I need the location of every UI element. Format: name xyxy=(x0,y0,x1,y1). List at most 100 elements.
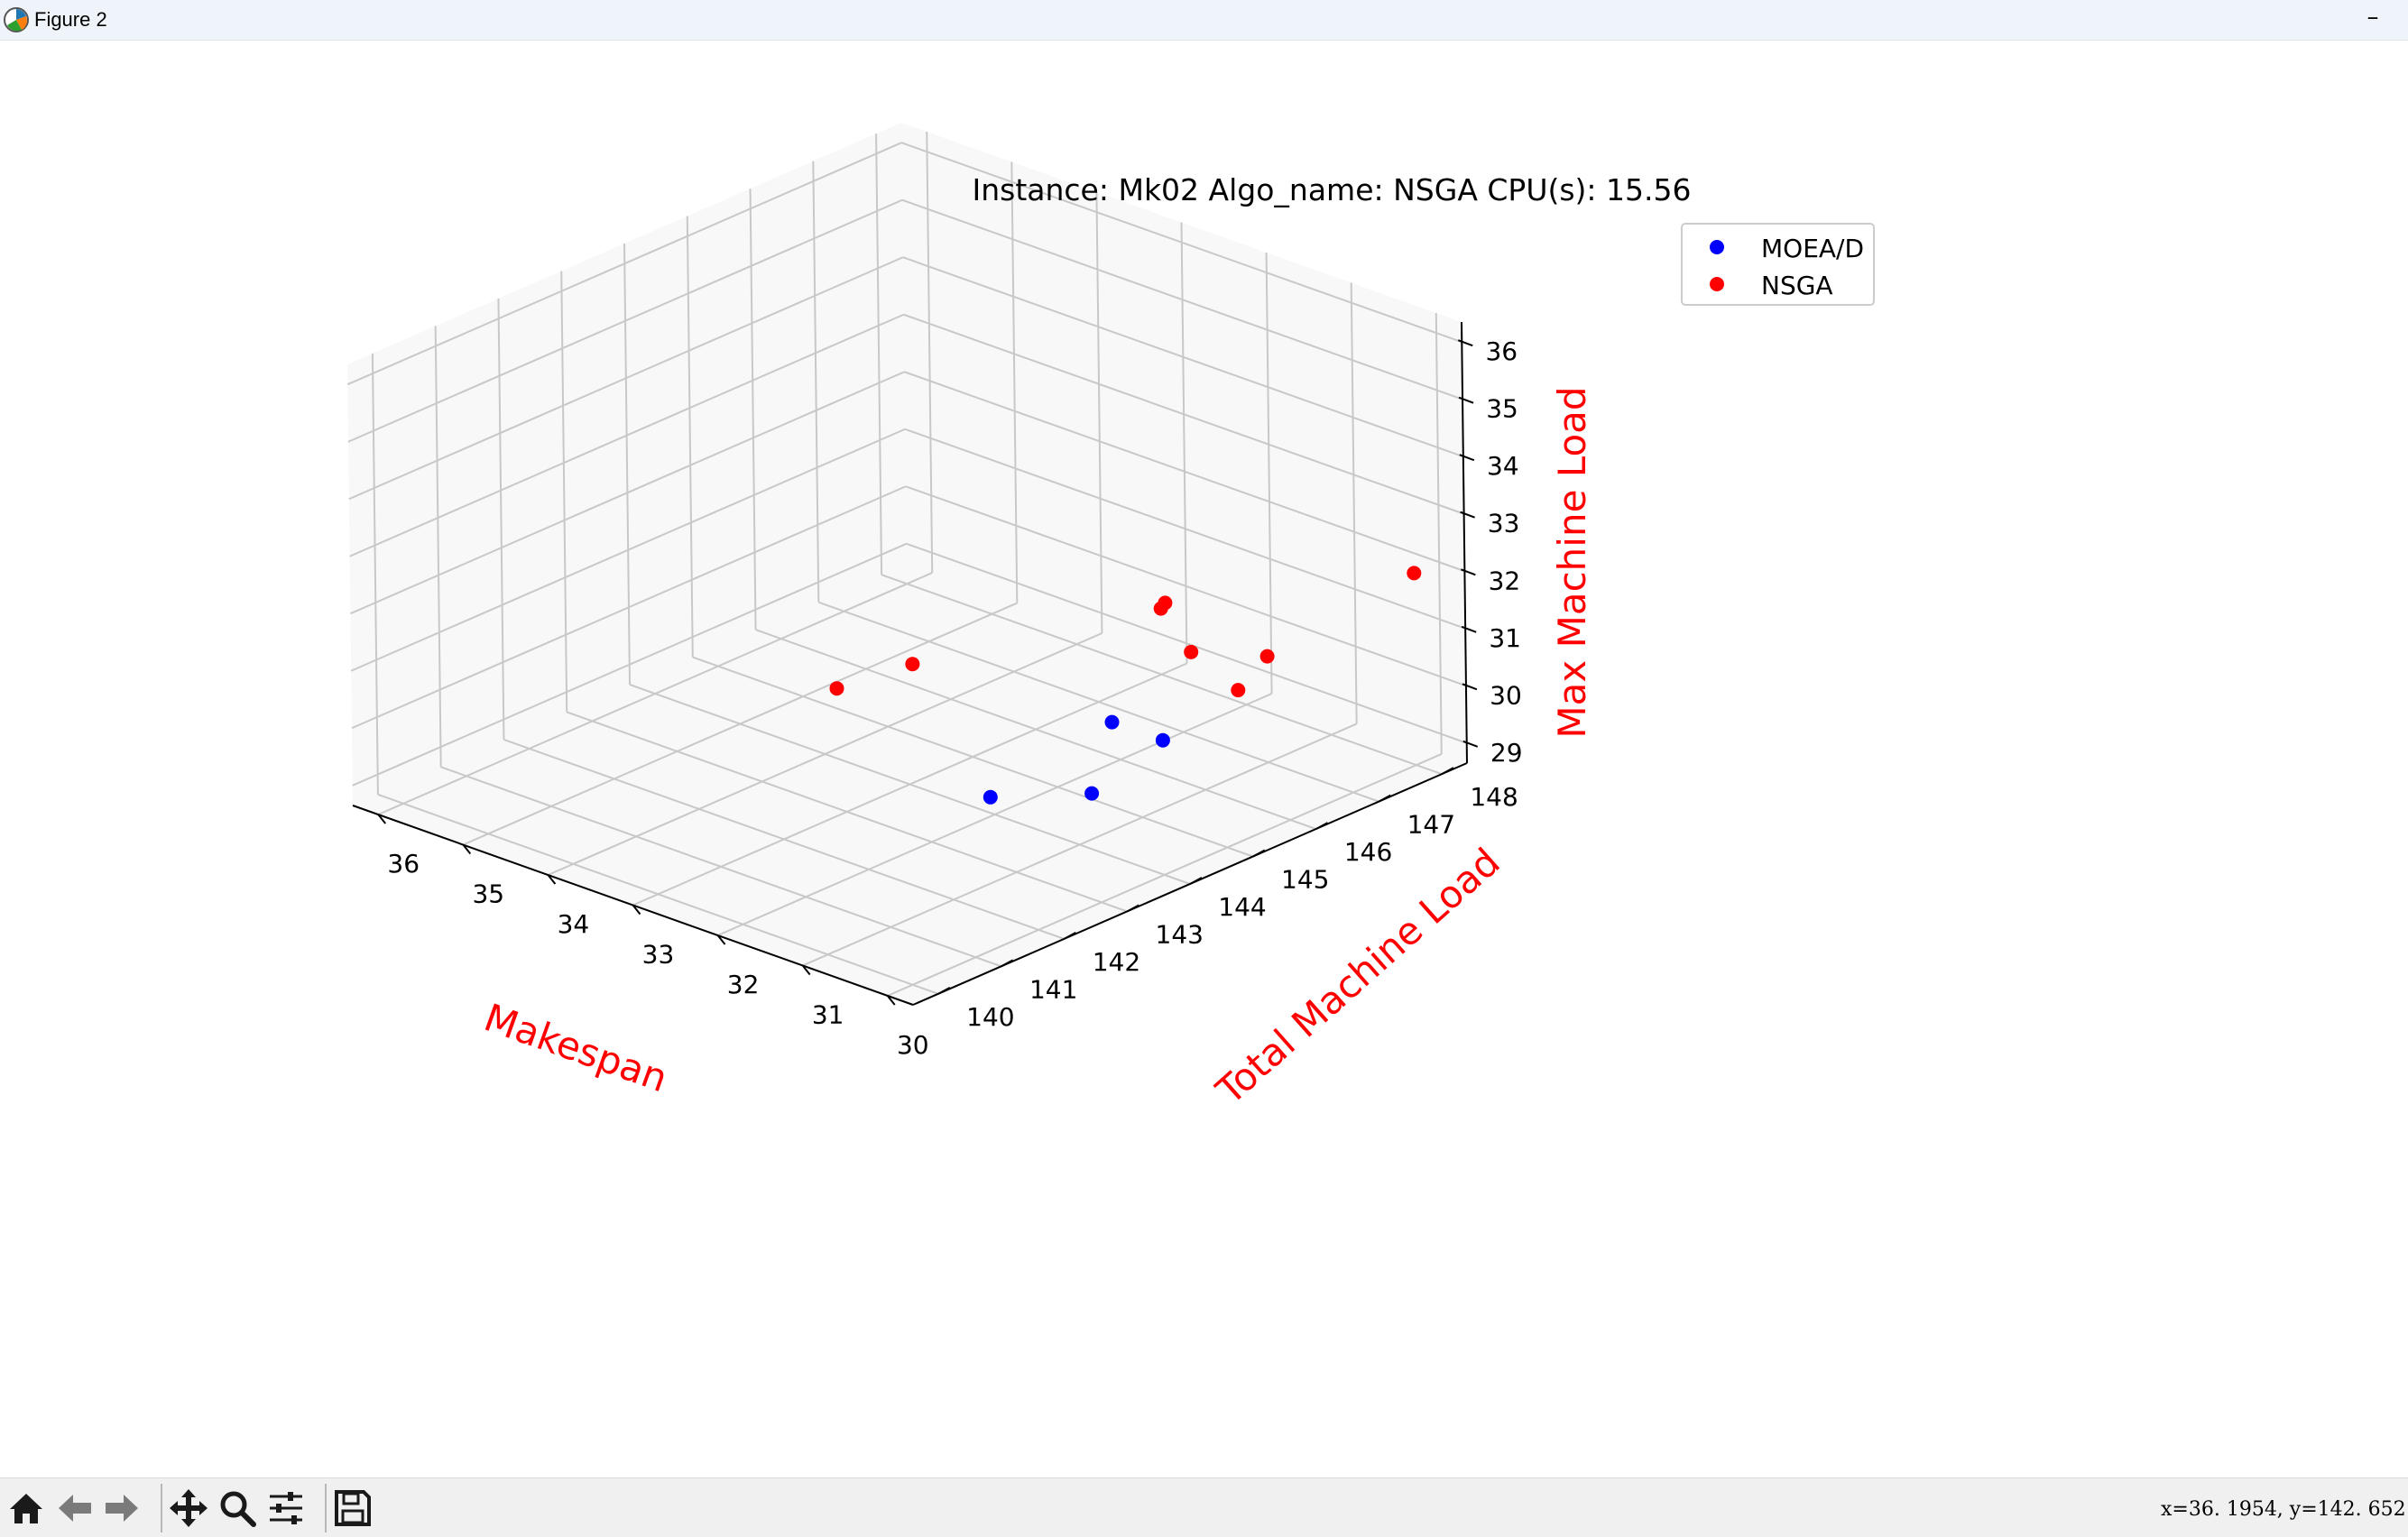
scatter-3d-chart: 30 31 32 33 34 35 36 140 141 142 143 144 145 146 147 14… xyxy=(346,123,1875,1113)
figure-canvas[interactable]: 30 31 32 33 34 35 36 140 141 142 143 144 145 146 147 14… xyxy=(0,41,2408,1477)
floppy-disk-icon xyxy=(335,1490,371,1526)
y-tick-mark xyxy=(1063,932,1076,940)
grid-line-x-wall xyxy=(1265,252,1273,694)
y-tick-label: 144 xyxy=(1218,892,1266,922)
grid-lines xyxy=(346,132,1468,997)
zoom-button[interactable] xyxy=(215,1486,260,1531)
grid-line-y-floor xyxy=(377,793,939,995)
y-tick-mark xyxy=(1441,767,1454,776)
z-tick-mark xyxy=(1459,454,1475,462)
toolbar-separator xyxy=(325,1484,327,1532)
x-tick-mark xyxy=(886,995,896,1006)
data-point-nsga xyxy=(1184,644,1199,659)
legend-marker-moead xyxy=(1710,240,1724,254)
data-point-nsga xyxy=(1153,601,1168,616)
magnifier-icon xyxy=(220,1491,256,1527)
z-tick-label: 31 xyxy=(1489,623,1521,653)
x-tick-label: 32 xyxy=(727,970,760,999)
grid-line-z-wall-x xyxy=(347,198,903,443)
sliders-icon xyxy=(270,1492,302,1524)
home-button[interactable] xyxy=(4,1486,49,1531)
x-tick-label: 35 xyxy=(472,879,504,909)
data-point-moead xyxy=(983,789,998,805)
z-tick-mark xyxy=(1462,740,1479,748)
app-logo-icon xyxy=(4,7,29,32)
forward-arrow-icon xyxy=(106,1495,138,1522)
data-points xyxy=(829,566,1422,805)
grid-line-y-floor xyxy=(566,711,1128,913)
grid-line-y-wall xyxy=(371,353,379,795)
grid-line-y-wall xyxy=(812,161,820,603)
y-tick-mark xyxy=(1252,849,1266,858)
data-point-nsga xyxy=(1231,683,1246,698)
y-tick-mark xyxy=(1126,904,1139,913)
grid-line-z-wall-x xyxy=(348,256,904,501)
grid-line-y-wall xyxy=(434,326,442,768)
data-point-nsga xyxy=(1259,649,1275,664)
grid-line-z-wall-y xyxy=(903,313,1464,515)
grid-line-y-wall xyxy=(623,243,631,686)
grid-line-z-wall-y xyxy=(900,142,1462,344)
cursor-coordinates: x=36. 1954, y=142. 652 xyxy=(2161,1498,2406,1521)
y-tick-label: 140 xyxy=(966,1002,1014,1032)
chart-title: Instance: Mk02 Algo_name: NSGA CPU(s): 1… xyxy=(973,172,1692,207)
x-tick-label: 34 xyxy=(558,909,590,939)
y-tick-mark xyxy=(1315,822,1329,830)
y-tick-label: 146 xyxy=(1344,837,1392,867)
toolbar-separator xyxy=(161,1484,162,1532)
x-tick-label: 36 xyxy=(387,849,420,879)
z-tick-label: 29 xyxy=(1490,738,1523,768)
back-button[interactable] xyxy=(52,1486,97,1531)
z-tick-mark xyxy=(1462,683,1478,691)
grid-line-z-wall-x xyxy=(349,313,905,557)
minimize-button[interactable]: – xyxy=(2366,4,2379,31)
grid-line-z-wall-y xyxy=(901,198,1463,400)
x-tick-label: 31 xyxy=(812,999,844,1029)
z-tick-label: 34 xyxy=(1487,451,1519,481)
grid-line-z-wall-x xyxy=(352,542,908,787)
y-tick-label: 145 xyxy=(1281,865,1329,895)
legend-label-nsga: NSGA xyxy=(1761,271,1833,300)
x-tick-mark xyxy=(547,874,557,885)
window-titlebar: Figure 2 – xyxy=(0,0,2408,41)
x-tick-mark xyxy=(801,964,811,976)
legend-marker-nsga xyxy=(1710,277,1724,291)
z-tick-label: 35 xyxy=(1486,394,1518,424)
pan-button[interactable] xyxy=(166,1486,211,1531)
data-point-moead xyxy=(1084,786,1100,801)
grid-line-y-floor xyxy=(503,738,1065,940)
y-tick-mark xyxy=(1378,794,1391,803)
grid-line-z-wall-x xyxy=(350,428,906,672)
x-tick-mark xyxy=(377,814,387,824)
y-tick-mark xyxy=(937,986,951,995)
grid-line-y-wall xyxy=(686,216,694,658)
save-figure-button[interactable] xyxy=(330,1486,375,1531)
grid-line-y-wall xyxy=(875,133,883,575)
x-tick-label: 30 xyxy=(897,1030,929,1060)
data-point-moead xyxy=(1155,732,1170,748)
z-tick-mark xyxy=(1457,339,1473,347)
z-tick-label: 36 xyxy=(1485,336,1518,366)
y-tick-label: 148 xyxy=(1470,782,1518,812)
z-tick-label: 32 xyxy=(1489,566,1521,595)
grid-line-y-floor xyxy=(755,629,1316,831)
z-axis-label: Max Machine Load xyxy=(1550,386,1594,738)
z-tick-label: 33 xyxy=(1488,509,1520,538)
data-point-moead xyxy=(1104,714,1120,730)
y-tick-mark xyxy=(1189,877,1203,885)
x-tick-mark xyxy=(716,934,726,945)
grid-line-x-wall xyxy=(926,132,934,574)
legend: MOEA/D NSGA xyxy=(1681,223,1875,306)
grid-line-z-wall-x xyxy=(351,485,907,730)
forward-button[interactable] xyxy=(99,1486,144,1531)
legend-frame xyxy=(1681,223,1875,306)
z-axis-line xyxy=(1461,321,1468,764)
grid-line-z-wall-x xyxy=(346,142,902,386)
y-tick-mark xyxy=(1001,959,1014,968)
grid-line-x-wall xyxy=(1435,312,1443,754)
grid-line-z-wall-y xyxy=(904,371,1465,573)
configure-subplots-button[interactable] xyxy=(263,1486,309,1531)
data-point-nsga xyxy=(1407,566,1422,581)
x-tick-mark xyxy=(462,843,472,855)
z-tick-mark xyxy=(1461,625,1477,633)
